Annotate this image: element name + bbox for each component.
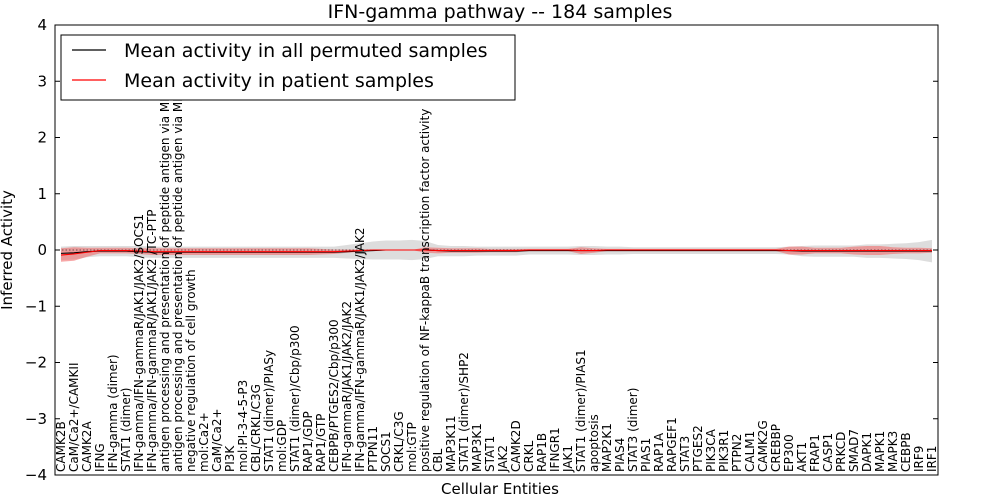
category-label: IFN-gamma/IFN-gammaR/JAK1/JAK2/JAK2: [353, 227, 367, 472]
category-label: mol:GTP: [405, 422, 419, 472]
category-label: FRAP1: [808, 434, 822, 472]
y-tick-label: 2: [37, 129, 47, 147]
category-label: MAP2K1: [600, 423, 614, 472]
legend-label-patient: Mean activity in patient samples: [124, 70, 434, 92]
y-tick-label: 1: [37, 185, 47, 203]
category-label: RAPGEF1: [665, 417, 679, 472]
category-label: mol:Ca2+: [197, 412, 211, 472]
category-label: PTPN2: [730, 434, 744, 472]
x-axis-label: Cellular Entities: [441, 480, 559, 498]
y-tick-label: 0: [37, 241, 47, 259]
legend-label-permuted: Mean activity in all permuted samples: [124, 40, 487, 62]
category-label: STAT3 (dimer): [626, 388, 640, 472]
category-label: RAP1/GDP: [301, 411, 315, 472]
category-label: CALM1: [743, 431, 757, 472]
category-label: MAPK3: [886, 431, 900, 472]
category-label: MAPK1: [873, 431, 887, 472]
category-label: PIAS1: [639, 438, 653, 472]
category-label: PRKCD: [834, 432, 848, 472]
category-label: STAT1 (dimer): [119, 388, 133, 472]
y-tick-label: −3: [25, 410, 47, 428]
category-labels: CAMK2B CaM/Ca2+/CAMKII CAMK2A IFNG IFN-gamma…: [54, 40, 939, 473]
y-tick-label: 4: [37, 16, 47, 34]
category-label: MAP3K11: [444, 415, 458, 472]
legend-box: [60, 34, 516, 101]
category-label: CAMK2G: [756, 420, 770, 472]
category-label: PIK3R1: [717, 430, 731, 472]
category-label: CAMK2A: [80, 421, 94, 472]
category-label: STAT1 (dimer)/PIAS1: [574, 349, 588, 472]
category-label: IRF1: [925, 446, 939, 472]
category-label: CEBPB: [899, 432, 913, 472]
series-lines: [55, 249, 938, 256]
category-label: STAT1 (dimer)/PIASy: [262, 350, 276, 472]
y-tick-label: −2: [25, 354, 47, 372]
category-label: CRKL/C3G: [392, 411, 406, 472]
category-label: RAP1A: [652, 432, 666, 472]
category-label: STAT1: [483, 436, 497, 472]
category-label: STAT1 (dimer)/SHP2: [457, 352, 471, 472]
category-label: SOCS1: [379, 431, 393, 472]
category-label: RAP1/GTP: [314, 414, 328, 472]
category-label: STAT1 (dimer)/Cbp/p300: [288, 325, 302, 472]
category-label: DAPK1: [860, 432, 874, 472]
y-tick-label: 3: [37, 72, 47, 90]
category-label: CaM/Ca2+/CAMKII: [67, 363, 81, 472]
category-label: EP300: [782, 434, 796, 472]
category-label: CaM/Ca2+: [210, 408, 224, 472]
category-label: antigen processing and presentation of p…: [158, 43, 172, 472]
category-label: AKT1: [795, 442, 809, 472]
category-label: IFN-gamma/IFN-gammaR/JAK1/JAK2/SOCS1: [132, 214, 146, 472]
category-label: mol:GDP: [275, 420, 289, 472]
category-label: antigen processing and presentation of p…: [171, 40, 185, 472]
category-label: PI3K: [223, 445, 237, 472]
category-label: MAP3K1: [470, 423, 484, 472]
category-label: PIAS4: [613, 438, 627, 472]
category-label: SMAD7: [847, 429, 861, 472]
y-axis-label: Inferred Activity: [0, 190, 16, 310]
category-label: IFN-gamma (dimer): [106, 354, 120, 472]
legend: Mean activity in all permuted samples Me…: [60, 34, 516, 101]
series-line-patient: [60, 249, 932, 256]
category-label: CEBPB/PTGES2/Cbp/p300: [327, 319, 341, 472]
category-label: JAK1: [561, 445, 575, 473]
category-label: CASP1: [821, 433, 835, 472]
category-label: IFN-gamma/IFN-gammaR/JAK1/JAK2 /TC-PTP: [145, 210, 159, 472]
category-label: RAP1B: [535, 433, 549, 472]
category-label: STAT3: [678, 436, 692, 472]
category-label: CBL: [431, 448, 445, 472]
category-label: positive regulation of NF-kappaB transcr…: [418, 109, 432, 472]
category-label: negative regulation of cell growth: [184, 269, 198, 472]
plot-frame: [54, 24, 939, 476]
y-tick-label: −1: [25, 297, 47, 315]
category-label: CAMK2D: [509, 420, 523, 472]
category-label: PIK3CA: [704, 428, 718, 472]
category-label: IFNG: [93, 443, 107, 472]
category-label: IFNGR1: [548, 427, 562, 472]
category-label: CREBBP: [769, 424, 783, 472]
category-label: PTGES2: [691, 425, 705, 472]
y-tick-label: −4: [25, 466, 47, 484]
category-label: CBL/CRKL/C3G: [249, 384, 263, 472]
category-label: PTPN11: [366, 426, 380, 472]
category-label: CAMK2B: [54, 421, 68, 472]
category-label: IFN-gammaR/JAK1/JAK2/JAK2: [340, 301, 354, 472]
category-label: JAK2: [496, 445, 510, 473]
category-label: IRF9: [912, 446, 926, 472]
chart-title: IFN-gamma pathway -- 184 samples: [328, 1, 673, 23]
category-label: apoptosis: [587, 414, 601, 472]
category-label: CRKL: [522, 440, 536, 472]
category-label: mol:PI-3-4-5-P3: [236, 380, 250, 472]
